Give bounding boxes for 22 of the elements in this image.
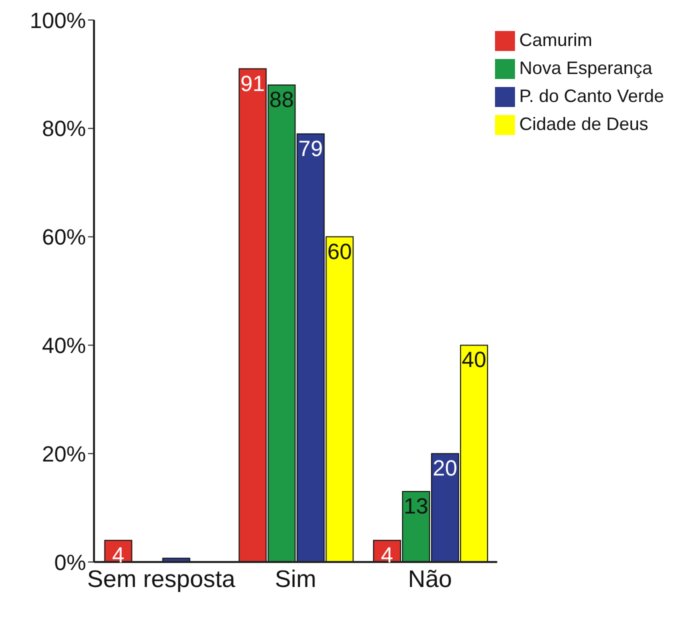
legend-label: Nova Esperança [519,58,652,78]
data-label: 20 [432,456,458,481]
y-tick-label: 80% [42,116,86,142]
x-tick-label: Sem resposta [87,566,236,594]
legend-label: Camurim [519,30,592,50]
legend-label: P. do Canto Verde [519,86,664,106]
x-tick-label: Não [408,566,452,594]
y-tick-label: 20% [42,441,86,466]
y-tick-label: 100% [30,8,86,33]
data-label: 13 [404,494,428,519]
data-label: 60 [327,238,352,264]
y-tick-label: 0% [54,550,86,575]
data-label: 4 [112,542,124,568]
data-label: 91 [240,70,265,96]
x-tick-label: Sim [274,566,316,594]
data-label: 88 [269,87,294,112]
legend-label: Cidade de Deus [519,114,648,134]
y-tick-label: 60% [42,224,86,250]
data-label: 79 [298,136,323,161]
data-label: 40 [462,347,486,372]
data-label: 4 [380,542,394,568]
y-tick-label: 40% [42,333,86,358]
